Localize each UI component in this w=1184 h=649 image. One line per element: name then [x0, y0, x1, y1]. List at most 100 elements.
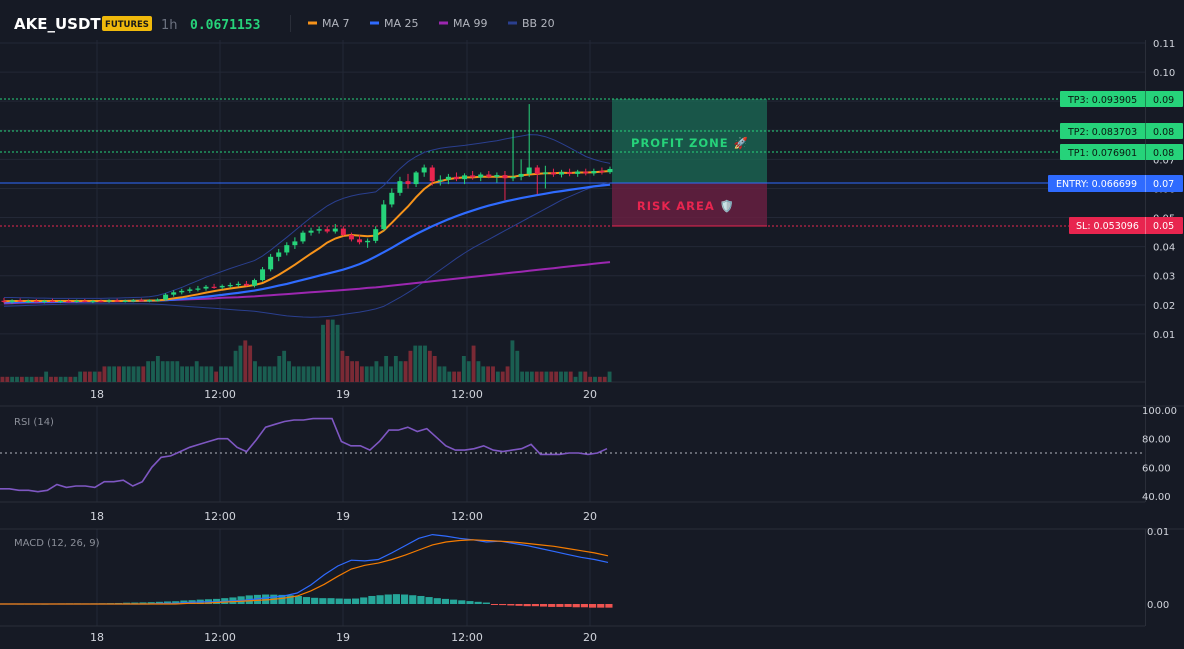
macd-lines	[0, 533, 609, 605]
candle-body	[437, 179, 443, 182]
candle	[567, 168, 573, 177]
candle-body	[187, 289, 193, 291]
candle	[146, 299, 152, 303]
candle	[591, 168, 597, 176]
time-tick-label: 12:00	[204, 388, 236, 401]
time-tick-label: 20	[583, 631, 597, 644]
candle-body	[308, 230, 314, 233]
candle	[219, 284, 225, 290]
volume-bar	[272, 366, 277, 382]
macd-histogram-bar	[335, 598, 343, 604]
candle	[365, 238, 371, 248]
volume-bar	[568, 371, 573, 382]
candle-body	[122, 300, 128, 302]
volume-bar	[321, 324, 325, 382]
candle	[510, 130, 516, 182]
entry-tag-label: ENTRY: 0.066699	[1056, 179, 1137, 190]
candle-body	[316, 229, 322, 231]
volume-bar	[126, 366, 131, 382]
signal-line	[0, 539, 609, 605]
volume-bar	[559, 371, 563, 382]
time-tick-label: 19	[336, 631, 350, 644]
volume-bar	[495, 371, 500, 382]
candle-body	[494, 175, 500, 177]
volume-bar	[39, 376, 44, 382]
candle	[429, 165, 435, 186]
time-axes[interactable]: 18 12:00 19 12:00 20 18 12:00 19 12:00 20 18 12:00 1…	[90, 388, 597, 644]
candle-body	[243, 283, 249, 286]
volume-bar	[243, 340, 248, 382]
macd-histogram-bar	[474, 601, 482, 604]
macd-tick-label: 0.00	[1147, 600, 1169, 611]
volume-bar	[87, 371, 92, 382]
volume-bar	[97, 371, 102, 382]
symbol-name[interactable]: AKE_USDT	[14, 15, 101, 33]
candle-body	[470, 175, 476, 178]
candle-body	[25, 301, 31, 303]
volume-bar	[58, 376, 63, 382]
volume-bar	[165, 361, 170, 382]
entry-tag-axis: 0.07	[1153, 179, 1174, 190]
volume-bar	[452, 371, 457, 382]
candle	[25, 299, 31, 304]
candle	[373, 226, 379, 244]
candle	[74, 299, 80, 303]
candle	[494, 172, 500, 183]
candle-body	[155, 299, 161, 301]
tp1-tag-label: TP1: 0.076901	[1067, 148, 1137, 159]
volume-bar	[53, 376, 58, 382]
time-tick-label: 19	[336, 388, 350, 401]
volume-bar	[253, 361, 257, 382]
candle	[66, 299, 72, 303]
sl-tag-axis: 0.05	[1153, 221, 1174, 232]
pane-borders	[0, 40, 1184, 627]
candle	[470, 171, 476, 180]
candle	[227, 282, 233, 288]
candle	[340, 226, 346, 237]
macd-histogram-bar	[539, 604, 548, 607]
macd-histogram-bar	[572, 604, 580, 608]
volume-bar	[593, 376, 597, 382]
candle-body	[163, 294, 169, 300]
candle-body	[373, 229, 379, 241]
rsi-path	[0, 417, 608, 493]
macd-histogram-bar	[409, 595, 417, 604]
volume-bar	[355, 361, 359, 382]
macd-histogram-bar	[441, 598, 450, 604]
volume-bar	[597, 376, 602, 382]
rsi-axis[interactable]: 100.00 80.00 60.00 40.00	[1142, 406, 1177, 503]
macd-histogram-bar	[597, 604, 605, 608]
macd-histogram-bar	[556, 604, 564, 607]
volume-bar	[233, 350, 238, 382]
price-tick-label: 0.07	[1153, 155, 1175, 166]
volume-bar	[121, 366, 126, 382]
price-tick-label: 0.04	[1153, 243, 1175, 254]
volume-bar	[525, 371, 529, 382]
ma7-line	[3, 170, 611, 303]
candle-body	[429, 167, 435, 182]
volume-bar	[248, 345, 253, 382]
volume-bar	[398, 361, 403, 382]
macd-axis[interactable]: 0.01 0.00	[1147, 527, 1169, 611]
candle	[9, 299, 15, 304]
volume-bar	[306, 366, 311, 382]
volume-bar	[180, 366, 185, 382]
rsi-tick-label: 80.00	[1142, 435, 1171, 446]
candle	[550, 168, 556, 177]
volume-bar	[403, 361, 408, 382]
candle-body	[478, 174, 484, 178]
candle-body	[348, 235, 354, 240]
interval-label[interactable]: 1h	[161, 18, 178, 33]
candle-body	[114, 300, 120, 302]
macd-histogram-bar	[147, 602, 155, 604]
volume-bar	[476, 361, 481, 382]
volume-bar	[374, 361, 379, 382]
macd-histogram-bar	[384, 594, 392, 604]
volume-bar	[408, 350, 413, 382]
macd-histogram-bar	[450, 599, 458, 604]
candle-body	[66, 301, 72, 303]
candle	[130, 299, 136, 303]
candle	[292, 237, 298, 249]
candle	[195, 285, 201, 292]
